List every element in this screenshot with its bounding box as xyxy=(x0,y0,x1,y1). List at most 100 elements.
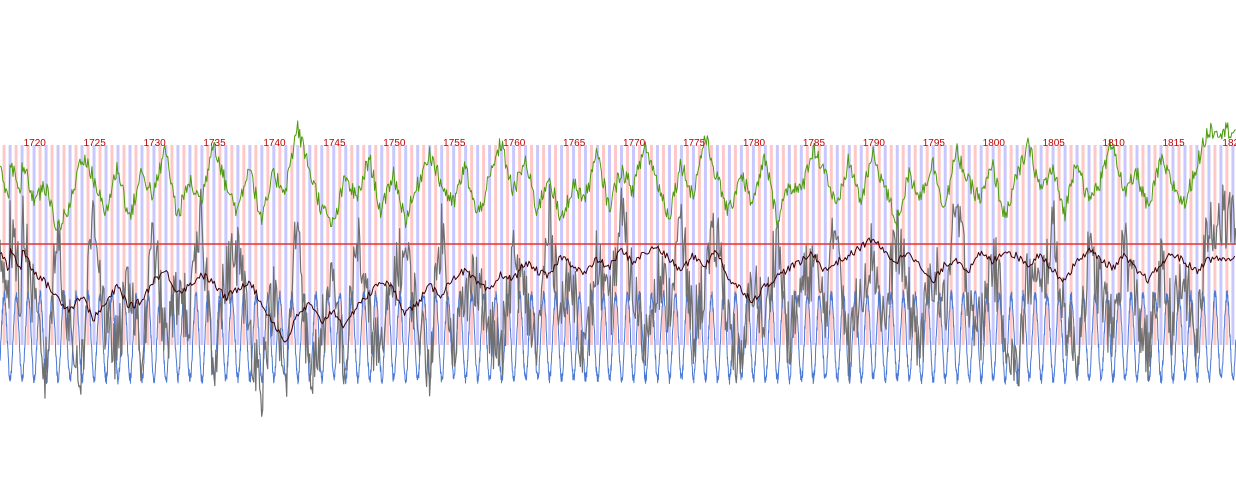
summer-band xyxy=(338,145,342,345)
summer-band xyxy=(566,145,570,345)
year-tick-label: 1725 xyxy=(84,138,107,149)
summer-band xyxy=(422,145,426,345)
summer-band xyxy=(829,145,833,345)
summer-band xyxy=(973,145,977,345)
summer-band xyxy=(362,145,366,345)
year-tick-label: 1820 xyxy=(1222,138,1236,149)
winter-band xyxy=(751,145,755,345)
winter-band xyxy=(895,145,899,345)
winter-band xyxy=(703,145,707,345)
summer-band xyxy=(182,145,186,345)
winter-band xyxy=(667,145,671,345)
winter-band xyxy=(931,145,935,345)
summer-band xyxy=(1069,145,1073,345)
summer-band xyxy=(769,145,773,345)
summer-band xyxy=(865,145,869,345)
winter-band xyxy=(1015,145,1019,345)
winter-band xyxy=(500,145,504,345)
winter-band xyxy=(140,145,144,345)
summer-band xyxy=(26,145,30,345)
summer-band xyxy=(158,145,162,345)
winter-band xyxy=(452,145,456,345)
year-tick-label: 1755 xyxy=(443,138,466,149)
dark-red-series-line xyxy=(0,237,1236,343)
summer-band xyxy=(86,145,90,345)
summer-band xyxy=(74,145,78,345)
winter-band xyxy=(332,145,336,345)
winter-band xyxy=(248,145,252,345)
summer-band xyxy=(146,145,150,345)
winter-band xyxy=(775,145,779,345)
gray-series-line xyxy=(0,184,1236,417)
year-tick-label: 1730 xyxy=(143,138,166,149)
blue-series-line xyxy=(0,289,1236,385)
summer-band xyxy=(206,145,210,345)
summer-band xyxy=(805,145,809,345)
summer-band xyxy=(386,145,390,345)
winter-band xyxy=(296,145,300,345)
winter-band xyxy=(608,145,612,345)
summer-band xyxy=(530,145,534,345)
winter-band xyxy=(476,145,480,345)
summer-band xyxy=(374,145,378,345)
winter-band xyxy=(188,145,192,345)
summer-band xyxy=(458,145,462,345)
summer-band xyxy=(518,145,522,345)
year-tick-label: 1790 xyxy=(863,138,886,149)
winter-band xyxy=(1207,145,1211,345)
summer-band xyxy=(697,145,701,345)
winter-band xyxy=(416,145,420,345)
year-tick-label: 1745 xyxy=(323,138,346,149)
summer-band xyxy=(470,145,474,345)
summer-band xyxy=(14,145,18,345)
summer-band xyxy=(1093,145,1097,345)
summer-band xyxy=(170,145,174,345)
winter-band xyxy=(272,145,276,345)
year-tick-label: 1780 xyxy=(743,138,766,149)
green-series-line xyxy=(0,120,1236,231)
summer-band xyxy=(578,145,582,345)
year-tick-label: 1800 xyxy=(983,138,1006,149)
winter-band xyxy=(1195,145,1199,345)
summer-band xyxy=(614,145,618,345)
winter-band xyxy=(548,145,552,345)
winter-band xyxy=(392,145,396,345)
winter-band xyxy=(1183,145,1187,345)
year-tick-label: 1785 xyxy=(803,138,826,149)
winter-band xyxy=(1003,145,1007,345)
season-bands xyxy=(2,145,1235,345)
winter-band xyxy=(380,145,384,345)
summer-band xyxy=(901,145,905,345)
summer-band xyxy=(685,145,689,345)
winter-band xyxy=(799,145,803,345)
summer-band xyxy=(745,145,749,345)
winter-band xyxy=(847,145,851,345)
winter-band xyxy=(104,145,108,345)
summer-band xyxy=(793,145,797,345)
summer-band xyxy=(122,145,126,345)
summer-band xyxy=(1189,145,1193,345)
summer-band xyxy=(817,145,821,345)
winter-band xyxy=(691,145,695,345)
year-tick-labels: 1720 1725 1730 1735 1740 1745 1750 1755 1760 1765… xyxy=(24,138,1236,149)
summer-band xyxy=(410,145,414,345)
summer-band xyxy=(1153,145,1157,345)
winter-band xyxy=(991,145,995,345)
summer-band xyxy=(134,145,138,345)
winter-band xyxy=(128,145,132,345)
summer-band xyxy=(434,145,438,345)
summer-band xyxy=(350,145,354,345)
winter-band xyxy=(1051,145,1055,345)
summer-band xyxy=(997,145,1001,345)
winter-band xyxy=(1123,145,1127,345)
winter-band xyxy=(284,145,288,345)
year-tick-label: 1720 xyxy=(24,138,47,149)
summer-band xyxy=(302,145,306,345)
winter-band xyxy=(524,145,528,345)
winter-band xyxy=(260,145,264,345)
winter-band xyxy=(823,145,827,345)
summer-band xyxy=(266,145,270,345)
winter-band xyxy=(404,145,408,345)
summer-band xyxy=(649,145,653,345)
year-tick-label: 1815 xyxy=(1162,138,1185,149)
